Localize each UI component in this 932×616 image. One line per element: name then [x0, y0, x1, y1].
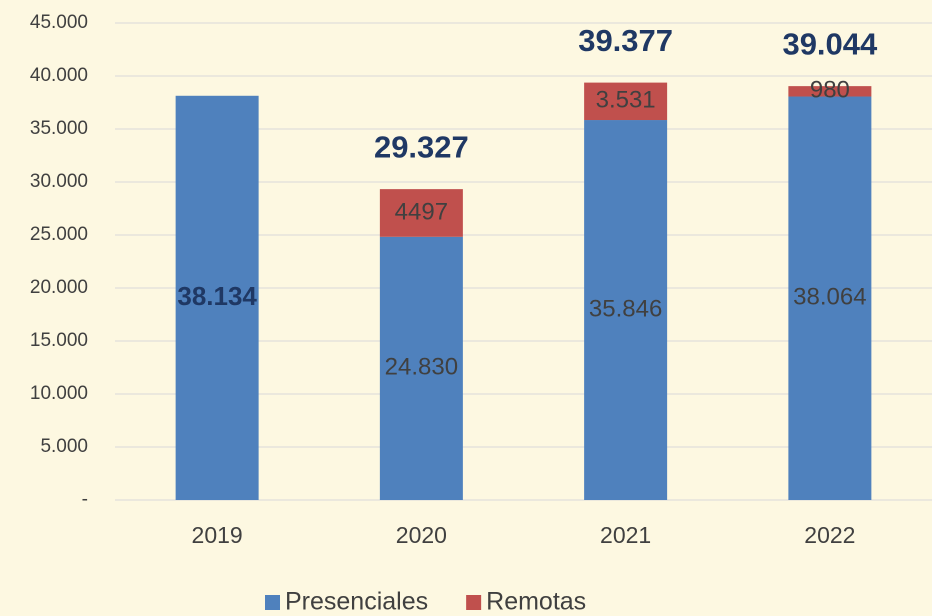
total-label: 39.377 [578, 23, 673, 58]
y-tick-label: 35.000 [30, 118, 88, 139]
legend-swatch [265, 595, 280, 610]
y-tick-label: 40.000 [30, 65, 88, 86]
y-tick-label: 20.000 [30, 277, 88, 298]
bar-segment [379, 189, 463, 237]
y-tick-label: 30.000 [30, 171, 88, 192]
legend-label: Remotas [486, 588, 586, 616]
bar-segment [788, 96, 872, 500]
x-tick-label: 2022 [804, 522, 855, 548]
total-label: 39.044 [782, 26, 878, 61]
y-tick-label: 45.000 [30, 12, 88, 33]
data-label: 980 [810, 77, 850, 104]
data-label: 35.846 [589, 295, 662, 322]
bar-segment [788, 86, 872, 97]
y-tick-label: 25.000 [30, 224, 88, 245]
legend-swatch [466, 595, 482, 610]
x-tick-label: 2019 [192, 522, 243, 548]
y-tick-label: 5.000 [40, 436, 88, 457]
data-label: 38.134 [177, 281, 257, 311]
y-tick-label: 10.000 [30, 383, 88, 404]
x-tick-label: 2020 [396, 522, 447, 548]
legend-label: Presenciales [285, 588, 428, 616]
bar-segment [175, 95, 259, 500]
data-label: 3.531 [596, 87, 656, 114]
data-label: 38.064 [793, 284, 866, 311]
y-tick-label: 15.000 [30, 330, 88, 351]
bar-segment [379, 236, 463, 500]
total-label: 29.327 [374, 129, 469, 164]
bar-segment [584, 120, 668, 500]
x-tick-label: 2021 [600, 522, 651, 548]
y-tick-label: - [82, 489, 88, 510]
bar-segment [584, 82, 668, 121]
data-label: 4497 [395, 198, 448, 225]
data-label: 24.830 [385, 354, 458, 381]
